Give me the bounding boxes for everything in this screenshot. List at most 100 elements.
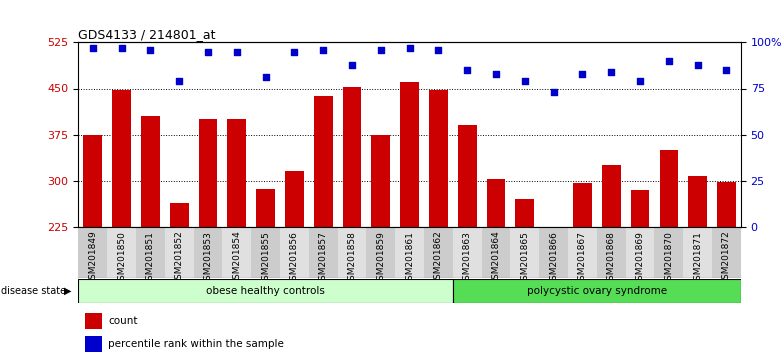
Text: GSM201856: GSM201856: [290, 231, 299, 286]
Text: GSM201866: GSM201866: [549, 231, 558, 286]
Text: GSM201857: GSM201857: [319, 231, 328, 286]
Bar: [544, 227, 563, 230]
Bar: [597, 227, 626, 278]
Text: obese healthy controls: obese healthy controls: [206, 286, 325, 296]
Bar: [251, 227, 280, 278]
Text: disease state: disease state: [1, 286, 66, 296]
Text: GSM201871: GSM201871: [693, 231, 702, 286]
Point: [230, 49, 243, 55]
Bar: [539, 227, 568, 278]
Bar: [85, 336, 102, 352]
Point: [260, 75, 272, 80]
Text: GSM201863: GSM201863: [463, 231, 472, 286]
Bar: [659, 150, 678, 227]
Text: GSM201854: GSM201854: [232, 231, 241, 285]
Bar: [338, 227, 366, 278]
Point: [633, 78, 646, 84]
Bar: [516, 199, 534, 227]
Bar: [717, 182, 736, 227]
Bar: [453, 279, 741, 303]
Bar: [165, 227, 194, 278]
Point: [201, 49, 214, 55]
Text: GSM201870: GSM201870: [664, 231, 673, 286]
Bar: [309, 227, 338, 278]
Text: ▶: ▶: [64, 286, 72, 296]
Text: percentile rank within the sample: percentile rank within the sample: [108, 339, 284, 349]
Point: [662, 58, 675, 64]
Point: [289, 49, 301, 55]
Bar: [453, 227, 481, 278]
Point: [115, 45, 128, 51]
Point: [461, 67, 474, 73]
Bar: [366, 227, 395, 278]
Bar: [573, 183, 592, 227]
Bar: [487, 179, 506, 227]
Bar: [655, 227, 684, 278]
Bar: [280, 227, 309, 278]
Point: [173, 78, 186, 84]
Text: GSM201869: GSM201869: [636, 231, 644, 286]
Bar: [458, 125, 477, 227]
Bar: [227, 119, 246, 227]
Point: [432, 47, 445, 53]
Text: GSM201855: GSM201855: [261, 231, 270, 286]
Text: GSM201861: GSM201861: [405, 231, 414, 286]
Point: [576, 71, 589, 76]
Bar: [170, 203, 189, 227]
Text: count: count: [108, 316, 138, 326]
Text: GDS4133 / 214801_at: GDS4133 / 214801_at: [78, 28, 216, 41]
Point: [403, 45, 416, 51]
Bar: [630, 190, 649, 227]
Bar: [510, 227, 539, 278]
Bar: [602, 165, 621, 227]
Bar: [85, 313, 102, 329]
Point: [518, 78, 531, 84]
Bar: [401, 82, 419, 227]
Text: GSM201864: GSM201864: [492, 231, 500, 285]
Point: [691, 62, 704, 67]
Bar: [78, 279, 453, 303]
Text: GSM201859: GSM201859: [376, 231, 386, 286]
Bar: [78, 227, 107, 278]
Point: [720, 67, 733, 73]
Text: polycystic ovary syndrome: polycystic ovary syndrome: [527, 286, 667, 296]
Point: [317, 47, 329, 53]
Bar: [194, 227, 223, 278]
Bar: [285, 171, 303, 227]
Text: GSM201867: GSM201867: [578, 231, 587, 286]
Point: [346, 62, 358, 67]
Point: [375, 47, 387, 53]
Bar: [568, 227, 597, 278]
Bar: [688, 176, 707, 227]
Text: GSM201852: GSM201852: [175, 231, 183, 285]
Text: GSM201862: GSM201862: [434, 231, 443, 285]
Bar: [112, 90, 131, 227]
Point: [86, 45, 99, 51]
Point: [547, 89, 560, 95]
Bar: [107, 227, 136, 278]
Bar: [684, 227, 712, 278]
Bar: [712, 227, 741, 278]
Bar: [481, 227, 510, 278]
Bar: [372, 135, 390, 227]
Bar: [141, 116, 160, 227]
Bar: [136, 227, 165, 278]
Bar: [395, 227, 424, 278]
Bar: [83, 135, 102, 227]
Text: GSM201851: GSM201851: [146, 231, 155, 286]
Point: [144, 47, 157, 53]
Bar: [256, 189, 275, 227]
Text: GSM201858: GSM201858: [347, 231, 357, 286]
Bar: [424, 227, 453, 278]
Text: GSM201865: GSM201865: [521, 231, 529, 286]
Text: GSM201853: GSM201853: [204, 231, 212, 286]
Bar: [314, 97, 332, 227]
Text: GSM201868: GSM201868: [607, 231, 615, 286]
Bar: [429, 90, 448, 227]
Bar: [223, 227, 251, 278]
Text: GSM201850: GSM201850: [117, 231, 126, 286]
Text: GSM201872: GSM201872: [722, 231, 731, 285]
Bar: [626, 227, 655, 278]
Text: GSM201849: GSM201849: [89, 231, 97, 285]
Bar: [198, 119, 217, 227]
